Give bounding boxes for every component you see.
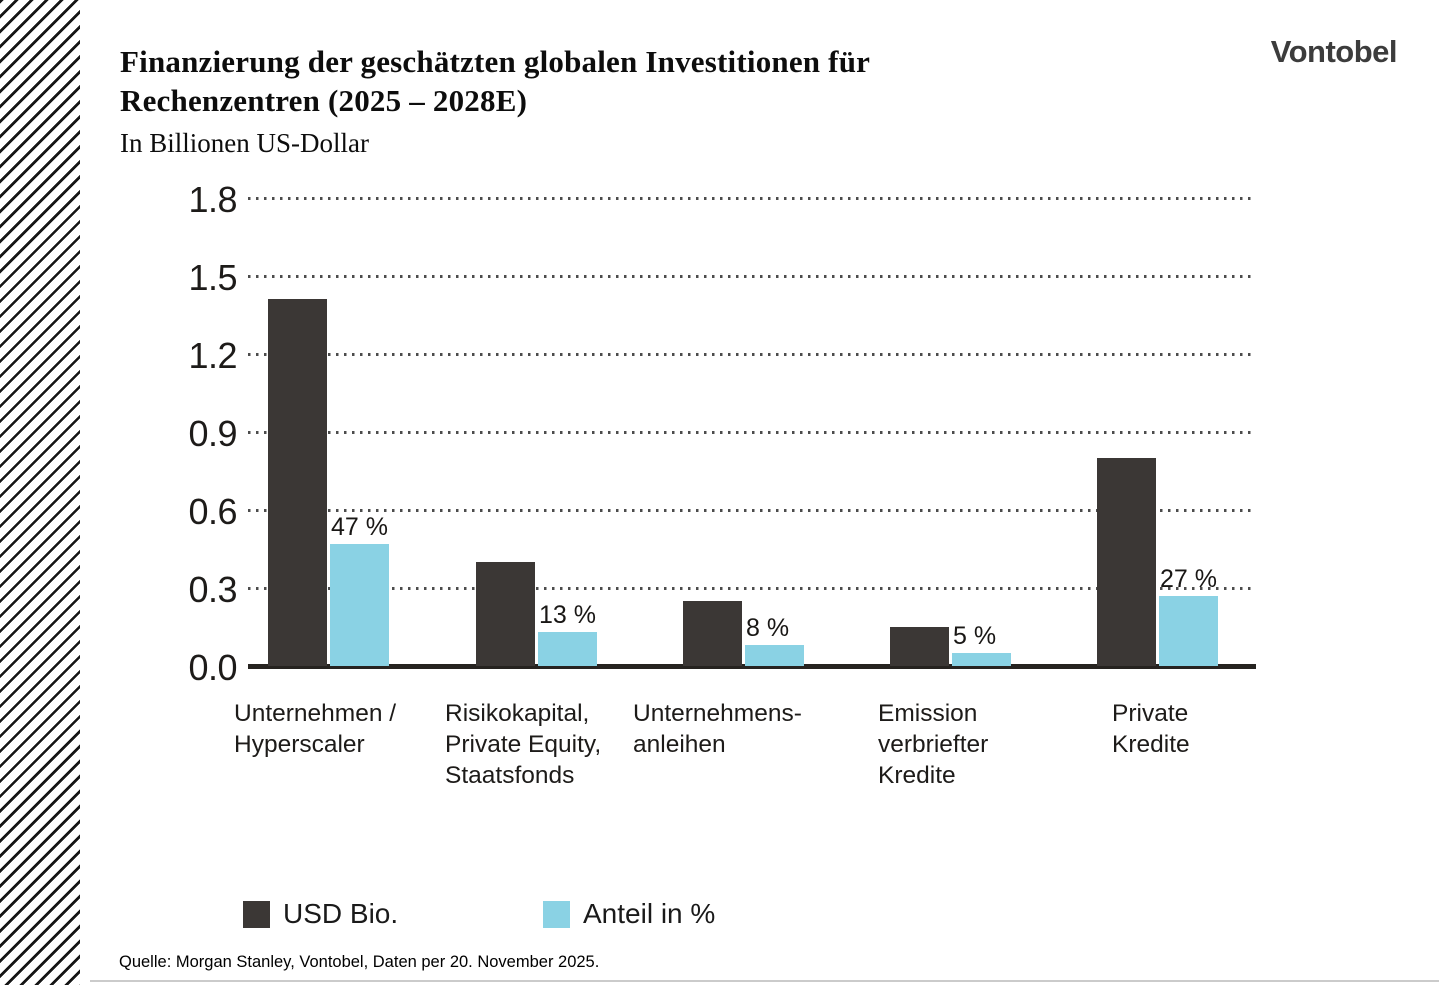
page-title-line1: Finanzierung der geschätzten globalen In… <box>120 44 871 79</box>
legend-swatch-usd <box>243 900 270 928</box>
y-tick-label: 1.5 <box>188 257 237 298</box>
category-label-line: Kredite <box>878 762 956 789</box>
category-label: Unternehmen / Hyperscaler <box>234 698 396 760</box>
category-label-line: Private Equity, <box>445 731 602 758</box>
y-gridline <box>248 509 1256 512</box>
usd-bar <box>476 562 535 666</box>
usd-bar <box>268 299 327 666</box>
category-label-line: Unternehmens- <box>633 700 802 727</box>
category-label: Emission verbriefter Kredite <box>878 698 988 791</box>
chart-header: Finanzierung der geschätzten globalen In… <box>120 42 870 160</box>
y-tick-label: 0.0 <box>188 647 237 688</box>
vontobel-logo: Vontobel <box>1270 34 1398 69</box>
legend-item-share: Anteil in % <box>543 900 715 928</box>
bottom-divider <box>90 980 1439 982</box>
share-bar <box>538 632 597 666</box>
share-bar <box>952 653 1011 666</box>
y-gridline <box>248 197 1256 200</box>
y-tick-label: 0.6 <box>188 491 237 532</box>
category-label-line: Hyperscaler <box>234 731 365 758</box>
usd-bar <box>1097 458 1156 666</box>
share-bar <box>745 645 804 666</box>
y-tick-label: 1.8 <box>188 179 237 220</box>
share-value-label: 47 % <box>331 513 388 541</box>
category-label-line: Emission <box>878 700 978 727</box>
category-label: Risikokapital, Private Equity, Staatsfonds <box>445 698 601 791</box>
category-label: Unternehmens-anleihen <box>633 698 802 760</box>
source-note: Quelle: Morgan Stanley, Vontobel, Daten … <box>119 953 600 971</box>
chart-subtitle: In Billionen US-Dollar <box>120 128 369 158</box>
category-label-line: Private <box>1112 700 1189 727</box>
y-tick-label: 0.3 <box>188 569 237 610</box>
legend-label-share: Anteil in % <box>583 898 716 929</box>
legend-item-usd: USD Bio. <box>243 900 398 928</box>
category-label-line: Risikokapital, <box>445 700 590 727</box>
y-gridline <box>248 587 1256 590</box>
category-label-line: Staatsfonds <box>445 762 575 789</box>
category-label-line: Unternehmen / <box>234 700 397 727</box>
y-tick-label: 1.2 <box>188 335 237 376</box>
share-value-label: 13 % <box>539 601 596 629</box>
category-label-line: verbriefter <box>878 731 989 758</box>
category-label-line: anleihen <box>633 731 726 758</box>
y-gridline <box>248 431 1256 434</box>
legend-swatch-share <box>543 900 570 928</box>
share-bar <box>330 544 389 666</box>
page-title-line2: Rechenzentren (2025 – 2028E) <box>120 83 528 118</box>
category-label: Private Kredite <box>1112 698 1190 760</box>
y-tick-label: 0.9 <box>188 413 237 454</box>
y-gridline <box>248 275 1256 278</box>
share-value-label: 5 % <box>953 622 997 650</box>
share-value-label: 27 % <box>1160 565 1217 593</box>
y-gridline <box>248 353 1256 356</box>
usd-bar <box>683 601 742 666</box>
x-axis-line <box>248 664 1256 669</box>
hatch-pattern <box>0 0 80 985</box>
share-value-label: 8 % <box>746 614 790 642</box>
share-bar <box>1159 596 1218 666</box>
usd-bar <box>890 627 949 666</box>
legend-label-usd: USD Bio. <box>283 898 399 929</box>
category-label-line: Kredite <box>1112 731 1190 758</box>
